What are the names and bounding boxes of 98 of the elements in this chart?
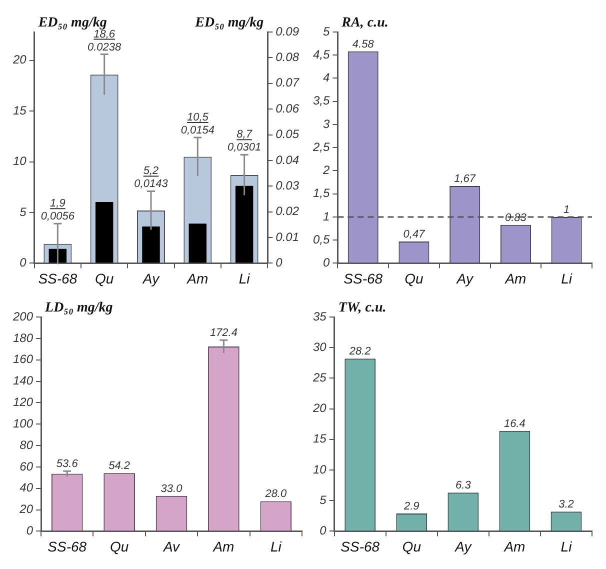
data-label: 2.9: [402, 500, 420, 512]
data-label: 6.3: [456, 480, 472, 492]
y2-tick-label: 0.03: [276, 178, 300, 192]
data-label: 33.0: [160, 482, 184, 495]
y-tick-label: 20: [312, 401, 327, 416]
y2-tick-label: 0.08: [276, 50, 300, 64]
y2-tick-label: 0.06: [276, 101, 300, 116]
y-tick-label: 25: [312, 370, 327, 385]
x-tick-label: Qu: [110, 538, 129, 554]
data-label: 0.83: [504, 212, 528, 224]
data-label: 1,67: [454, 172, 476, 185]
x-tick-label: Qu: [402, 538, 422, 554]
data-label: 172.4: [210, 327, 238, 340]
x-tick-label: Am: [504, 270, 527, 286]
y-axis-title: RA, c.u.: [340, 16, 388, 31]
y-tick-label: 0: [320, 524, 327, 538]
y2-tick-label: 0: [276, 256, 283, 270]
y2-tick-label: 0.01: [276, 230, 300, 244]
x-tick-label: SS-68: [38, 270, 78, 286]
y-tick-label: 2: [322, 163, 330, 178]
y-tick-label: 0: [26, 524, 34, 538]
x-tick-label: Ay: [454, 538, 472, 554]
data-label: 54.2: [108, 460, 130, 472]
x-tick-label: Am: [212, 538, 235, 554]
y-tick-label: 0,5: [312, 232, 330, 246]
y-tick-label: 1,5: [312, 186, 330, 200]
bar: [95, 202, 114, 263]
data-label: 1: [564, 204, 570, 216]
data-label: 16.4: [504, 418, 526, 430]
x-tick-label: Av: [162, 538, 181, 554]
y2-tick-label: 0.09: [276, 24, 300, 38]
y-tick-label: 0: [20, 256, 27, 270]
y-tick-label: 4,5: [312, 47, 330, 62]
annotation: 0,0056: [40, 210, 76, 223]
x-tick-label: SS-68: [48, 538, 87, 554]
y2-tick-label: 0.02: [276, 204, 300, 218]
annotation: 5,2: [143, 165, 159, 178]
y-tick-label: 5: [20, 204, 27, 219]
x-tick-label: Li: [561, 270, 573, 286]
y2-tick-label: 0.07: [276, 76, 300, 90]
y-tick-label: 40: [20, 480, 34, 495]
annotation: 0,0143: [134, 178, 169, 190]
y-tick-label: 100: [12, 416, 34, 430]
bar: [142, 226, 160, 263]
y-tick-label: 5: [320, 492, 327, 507]
x-tick-label: SS-68: [344, 270, 383, 286]
annotation: 0.0238: [88, 41, 122, 54]
y-tick-label: 35: [312, 309, 327, 324]
y-axis-title: LD₅₀ mg/kg: [44, 300, 113, 316]
data-label: 28.2: [348, 346, 371, 358]
y-axis-title: TW, c.u.: [338, 300, 386, 316]
y-axis-title: ED₅₀ mg/kg: [37, 16, 107, 31]
y-tick-label: 10: [12, 154, 27, 168]
annotation: 0,0154: [180, 124, 214, 136]
y-tick-label: 1: [322, 209, 330, 224]
annotation: 18,6: [94, 28, 116, 40]
x-tick-label: Am: [186, 270, 208, 286]
x-tick-label: Ay: [456, 270, 474, 286]
y2-tick-label: 0.04: [276, 152, 300, 167]
y-tick-label: 0: [322, 256, 330, 270]
y-tick-label: 10: [312, 462, 327, 476]
bar: [188, 224, 207, 263]
y-tick-label: 160: [12, 352, 34, 366]
x-tick-label: Qu: [94, 270, 114, 286]
y-tick-label: 20: [12, 52, 27, 67]
y-tick-label: 2,5: [312, 140, 330, 154]
y-tick-label: 20: [18, 502, 34, 516]
data-label: 28.0: [264, 488, 288, 500]
y-tick-label: 80: [20, 438, 34, 452]
x-tick-label: Am: [503, 538, 526, 554]
annotation: 10,5: [186, 111, 210, 124]
data-label: 0,47: [403, 228, 426, 240]
y-tick-label: 140: [12, 374, 34, 388]
y-tick-label: 180: [12, 330, 34, 345]
x-tick-label: Ay: [142, 270, 160, 286]
x-tick-label: Qu: [404, 270, 424, 286]
x-tick-label: Li: [270, 538, 282, 554]
data-label: 3.2: [558, 498, 574, 511]
data-label: 53.6: [56, 458, 79, 470]
y-tick-label: 60: [20, 459, 34, 474]
y2-axis-title: ED₅₀ mg/kg: [194, 16, 264, 31]
y-tick-label: 15: [312, 432, 327, 446]
y-tick-label: 4: [322, 70, 330, 85]
x-tick-label: Li: [560, 538, 573, 554]
x-tick-label: SS-68: [340, 538, 380, 554]
x-tick-label: Li: [238, 270, 251, 286]
annotation: 1,9: [50, 198, 66, 210]
y-tick-label: 200: [12, 309, 34, 324]
y-tick-label: 3,5: [312, 94, 330, 108]
annotation: 8,7: [236, 128, 253, 141]
y-tick-label: 3: [322, 116, 330, 131]
y-tick-label: 5: [322, 24, 330, 38]
y-tick-label: 15: [12, 103, 27, 118]
y-tick-label: 30: [312, 340, 327, 354]
data-label: 4.58: [352, 38, 375, 50]
y-tick-label: 120: [12, 395, 34, 410]
y2-tick-label: 0.05: [276, 127, 300, 142]
annotation: 0,0301: [227, 142, 262, 154]
